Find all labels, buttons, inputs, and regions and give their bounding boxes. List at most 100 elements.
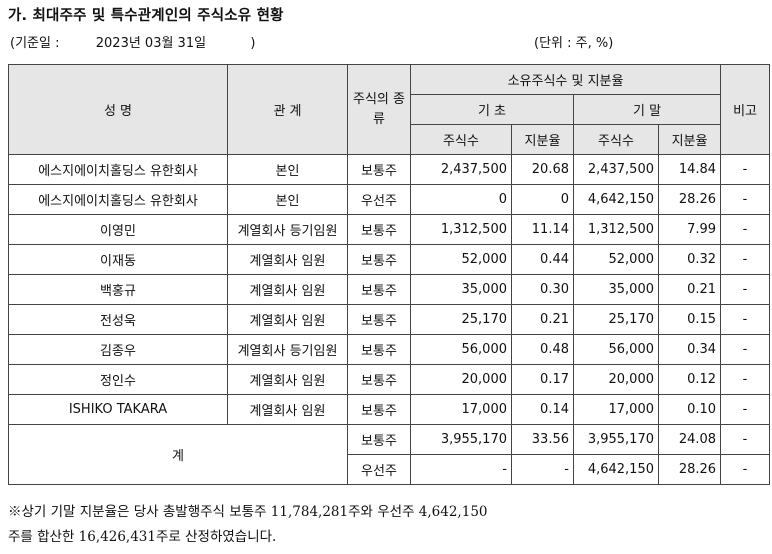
- footnote-line-2: 주를 합산한 16,426,431주로 산정하였습니다.: [8, 529, 277, 545]
- cell-relation: 계열회사 임원: [227, 274, 348, 305]
- cell-begin-shares: 52,000: [410, 244, 512, 275]
- cell-name: ISHIKO TAKARA: [8, 394, 228, 425]
- cell-remarks: -: [720, 334, 771, 365]
- cell-end-ratio: 0.21: [657, 274, 722, 305]
- cell-type: 우선주: [347, 184, 411, 215]
- cell-end-shares: 35,000: [573, 274, 659, 305]
- header-stock-type: 주식의 종류: [347, 64, 411, 155]
- footnote-line-1: ※상기 기말 지분율은 당사 총발행주식 보통주 11,784,281주와 우선…: [8, 504, 488, 520]
- cell-end-ratio: 0.10: [657, 394, 722, 425]
- cell-end-shares: 2,437,500: [573, 154, 659, 185]
- cell-relation: 본인: [227, 184, 348, 215]
- table-row: 김종우 계열회사 등기임원 보통주 56,000 0.48 56,000 0.3…: [8, 334, 771, 365]
- table-row: 에스지에이치홀딩스 유한회사 본인 보통주 2,437,500 20.68 2,…: [8, 154, 771, 185]
- cell-end-ratio: 24.08: [657, 424, 722, 455]
- cell-type: 보통주: [347, 304, 411, 335]
- header-relation: 관 계: [227, 64, 348, 155]
- cell-name: 이재동: [8, 244, 228, 275]
- cell-begin-ratio: 0.44: [511, 244, 574, 275]
- cell-remarks: -: [720, 304, 771, 335]
- header-begin-shares: 주식수: [410, 124, 512, 155]
- cell-begin-shares: 56,000: [410, 334, 512, 365]
- unit-label: (단위 : 주, %): [534, 36, 614, 51]
- cell-begin-ratio: -: [511, 454, 574, 485]
- header-name: 성 명: [8, 64, 228, 155]
- table-row: ISHIKO TAKARA 계열회사 임원 보통주 17,000 0.14 17…: [8, 394, 771, 425]
- cell-end-shares: 17,000: [573, 394, 659, 425]
- cell-relation: 계열회사 임원: [227, 394, 348, 425]
- total-label: 계: [8, 424, 348, 485]
- cell-type: 보통주: [347, 154, 411, 185]
- cell-begin-ratio: 11.14: [511, 214, 574, 245]
- cell-name: 전성욱: [8, 304, 228, 335]
- cell-end-shares: 4,642,150: [573, 454, 659, 485]
- cell-type: 보통주: [347, 364, 411, 395]
- cell-remarks: -: [720, 394, 771, 425]
- cell-end-ratio: 28.26: [657, 184, 722, 215]
- cell-relation: 계열회사 임원: [227, 244, 348, 275]
- cell-remarks: -: [720, 364, 771, 395]
- cell-end-ratio: 14.84: [657, 154, 722, 185]
- cell-end-ratio: 7.99: [657, 214, 722, 245]
- cell-type: 보통주: [347, 334, 411, 365]
- cell-begin-ratio: 0.30: [511, 274, 574, 305]
- cell-type: 보통주: [347, 394, 411, 425]
- cell-remarks: -: [720, 154, 771, 185]
- header-remarks: 비고: [720, 64, 771, 155]
- ownership-table: 성 명 관 계 주식의 종류 소유주식수 및 지분율 비고 기 초 기 말 주식…: [8, 64, 771, 485]
- footnote: ※상기 기말 지분율은 당사 총발행주식 보통주 11,784,281주와 우선…: [8, 500, 768, 550]
- cell-name: 정인수: [8, 364, 228, 395]
- cell-relation: 계열회사 임원: [227, 364, 348, 395]
- cell-type: 보통주: [347, 274, 411, 305]
- header-end-ratio: 지분율: [657, 124, 722, 155]
- cell-remarks: -: [720, 274, 771, 305]
- cell-begin-ratio: 0.21: [511, 304, 574, 335]
- total-row: 우선주 - - 4,642,150 28.26 -: [9, 454, 771, 485]
- cell-end-shares: 4,642,150: [573, 184, 659, 215]
- cell-name: 이영민: [8, 214, 228, 245]
- header-begin: 기 초: [410, 94, 574, 125]
- base-date: (기준일 : 2023년 03월 31일 ): [10, 32, 255, 51]
- cell-begin-ratio: 0.48: [511, 334, 574, 365]
- cell-begin-shares: 17,000: [410, 394, 512, 425]
- cell-begin-ratio: 33.56: [511, 424, 574, 455]
- cell-relation: 본인: [227, 154, 348, 185]
- cell-begin-shares: 25,170: [410, 304, 512, 335]
- cell-begin-shares: 2,437,500: [410, 154, 512, 185]
- cell-end-ratio: 0.32: [657, 244, 722, 275]
- cell-name: 에스지에이치홀딩스 유한회사: [8, 154, 228, 185]
- table-row: 정인수 계열회사 임원 보통주 20,000 0.17 20,000 0.12 …: [8, 364, 771, 395]
- base-date-close: ): [250, 36, 256, 51]
- cell-begin-shares: 0: [410, 184, 512, 215]
- section-title: 가. 최대주주 및 특수관계인의 주식소유 현황: [8, 8, 284, 24]
- cell-relation: 계열회사 임원: [227, 304, 348, 335]
- cell-name: 에스지에이치홀딩스 유한회사: [8, 184, 228, 215]
- header-end-shares: 주식수: [573, 124, 659, 155]
- cell-type: 보통주: [347, 244, 411, 275]
- base-date-value: 2023년 03월 31일: [95, 36, 207, 51]
- cell-end-shares: 25,170: [573, 304, 659, 335]
- table-row: 이영민 계열회사 등기임원 보통주 1,312,500 11.14 1,312,…: [8, 214, 771, 245]
- header-ownership: 소유주식수 및 지분율: [409, 64, 722, 95]
- cell-end-ratio: 0.15: [657, 304, 722, 335]
- cell-begin-ratio: 20.68: [511, 154, 574, 185]
- cell-end-ratio: 0.34: [657, 334, 722, 365]
- cell-end-shares: 20,000: [573, 364, 659, 395]
- table-row: 에스지에이치홀딩스 유한회사 본인 우선주 0 0 4,642,150 28.2…: [8, 184, 771, 215]
- cell-type: 보통주: [347, 424, 411, 455]
- cell-remarks: -: [720, 454, 771, 485]
- cell-begin-shares: 1,312,500: [410, 214, 512, 245]
- cell-end-shares: 52,000: [573, 244, 659, 275]
- cell-relation: 계열회사 등기임원: [227, 214, 348, 245]
- cell-begin-shares: -: [410, 454, 512, 485]
- cell-remarks: -: [720, 214, 771, 245]
- header-begin-ratio: 지분율: [511, 124, 574, 155]
- cell-remarks: -: [720, 244, 771, 275]
- cell-remarks: -: [720, 424, 771, 455]
- cell-begin-ratio: 0.17: [511, 364, 574, 395]
- cell-end-shares: 56,000: [573, 334, 659, 365]
- cell-end-ratio: 0.12: [657, 364, 722, 395]
- cell-end-ratio: 28.26: [657, 454, 722, 485]
- cell-name: 김종우: [8, 334, 228, 365]
- table-row: 전성욱 계열회사 임원 보통주 25,170 0.21 25,170 0.15 …: [8, 304, 771, 335]
